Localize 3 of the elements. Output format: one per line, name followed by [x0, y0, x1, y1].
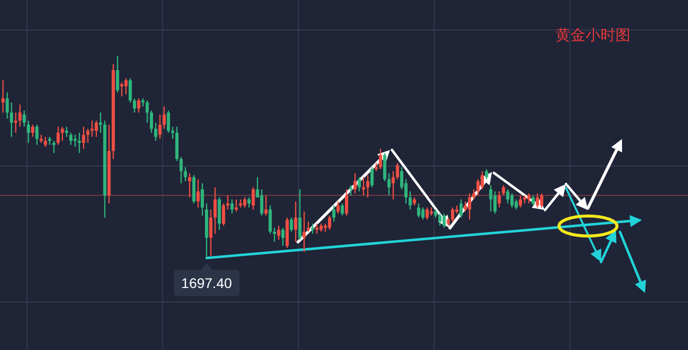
- annotation: 1697.40: [174, 263, 240, 296]
- annotation: 1697.40: [181, 275, 232, 291]
- chart-title: 黄金小时图: [556, 27, 630, 44]
